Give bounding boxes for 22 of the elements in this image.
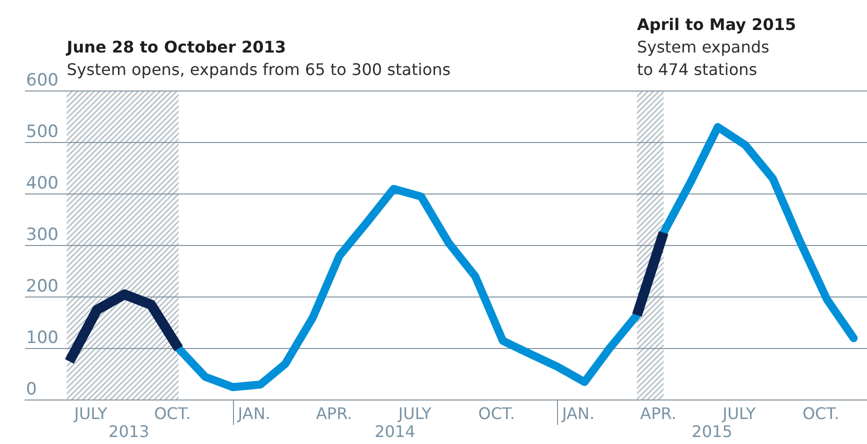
- band-label: June 28 to October 2013 System opens, expands from 65 to 300 stations: [66, 38, 451, 79]
- text: 2014: [374, 422, 416, 442]
- x-tick-label: OCT.: [478, 404, 515, 423]
- y-tick-label: 100: [26, 328, 58, 348]
- x-tick-label: OCT.: [154, 404, 191, 423]
- band-label: April to May 2015 System expands to 474 stations: [636, 15, 796, 79]
- text: 2013: [108, 422, 150, 442]
- x-tick-label: JULY: [397, 404, 432, 423]
- x-tick-label: JULY: [73, 404, 108, 423]
- y-tick-label: 0: [26, 379, 37, 400]
- y-tick-label: 600: [26, 70, 58, 90]
- x-tick-label: OCT.: [802, 404, 840, 423]
- x-tick-label: JAN.: [561, 404, 595, 423]
- x-tick-label: JULY: [722, 404, 756, 423]
- text: 2015: [692, 422, 732, 442]
- x-tick-label: APR.: [316, 404, 352, 423]
- y-tick-label: 400: [26, 173, 58, 194]
- x-tick-label: JAN.: [236, 404, 270, 423]
- y-tick-label: 500: [26, 122, 58, 142]
- x-tick-label: APR.: [640, 404, 676, 423]
- y-tick-label: 200: [26, 276, 58, 296]
- y-tick-label: 300: [26, 224, 58, 245]
